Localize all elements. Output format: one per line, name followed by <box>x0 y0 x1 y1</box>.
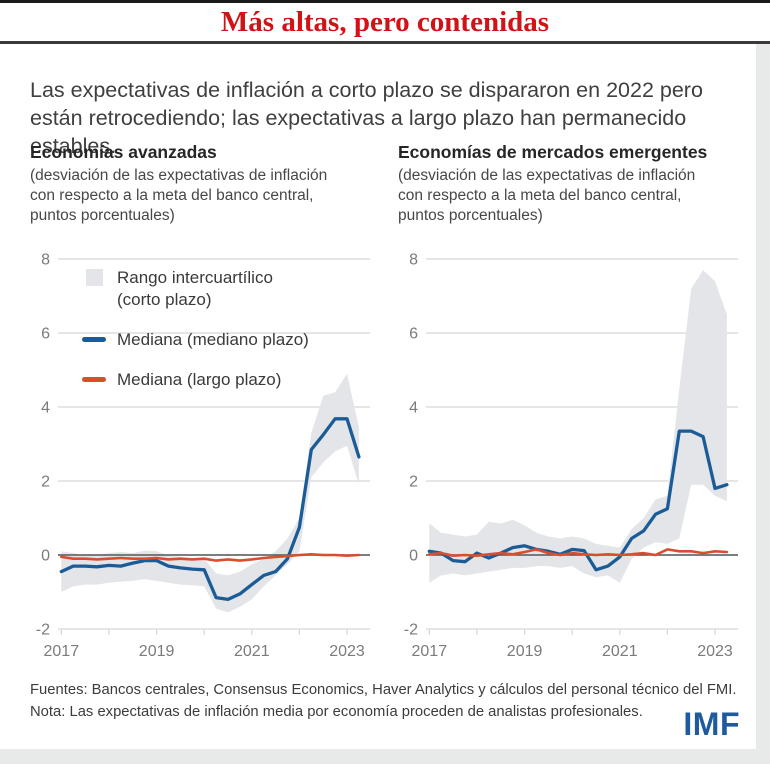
legend-label-median-long: Mediana (largo plazo) <box>117 370 282 390</box>
line-chart-emerging: -2 0 2 4 6 8 2017 2019 2021 2023 <box>404 252 738 659</box>
y-tick-label: 0 <box>41 548 50 565</box>
y-tick-label: 4 <box>41 400 50 417</box>
panel-subtitle-emerging: (desviación de las expectativas de infla… <box>398 167 696 224</box>
iqr-band <box>429 270 727 584</box>
header-divider-rule <box>0 41 770 44</box>
right-gray-margin <box>756 44 770 764</box>
panel-emerging-markets: Economías de mercados emergentes (desvia… <box>398 142 738 659</box>
y-tick-label: 8 <box>409 252 418 269</box>
x-tick-label: 2019 <box>139 643 175 659</box>
legend-label-iqr: Rango intercuartílico (corto plazo) <box>117 268 273 309</box>
iqr-band <box>61 374 359 613</box>
panel-title-emerging: Economías de mercados emergentes <box>398 142 708 162</box>
y-tick-label: 6 <box>41 326 50 343</box>
legend-item-iqr: Rango intercuartílico (corto plazo) <box>82 267 309 310</box>
imf-logo: IMF <box>683 706 740 742</box>
x-tick-label: 2021 <box>234 643 270 659</box>
median-medium-swatch <box>82 337 106 343</box>
y-tick-label: 4 <box>409 400 418 417</box>
y-tick-label: 2 <box>409 474 418 491</box>
legend-label-median-medium: Mediana (mediano plazo) <box>117 329 309 349</box>
source-line: Fuentes: Bancos centrales, Consensus Eco… <box>30 682 737 698</box>
legend-item-median-long: Mediana (largo plazo) <box>82 369 309 390</box>
chart-intro-text: Las expectativas de inflación a corto pl… <box>30 77 703 159</box>
panel-title-advanced: Economías avanzadas <box>30 142 217 162</box>
median-long-line <box>60 553 361 563</box>
x-tick-label: 2019 <box>507 643 543 659</box>
y-tick-label: 8 <box>41 252 50 269</box>
note-line: Nota: Las expectativas de inflación medi… <box>30 704 643 721</box>
median-medium-line <box>427 429 729 572</box>
panel-advanced-economies: Economías avanzadas (desviación de las e… <box>30 142 370 659</box>
x-tick-label: 2021 <box>602 643 638 659</box>
chart-emerging-markets: -2 0 2 4 6 8 2017 2019 2021 2023 <box>398 235 738 659</box>
page-title: Más altas, pero contenidas <box>220 6 550 38</box>
y-tick-label: -2 <box>36 622 50 639</box>
legend-item-median-medium: Mediana (mediano plazo) <box>82 329 309 350</box>
median-long-line <box>428 548 729 558</box>
x-tick-label: 2017 <box>412 643 448 659</box>
x-tick-label: 2017 <box>44 643 80 659</box>
x-tick-label: 2023 <box>329 643 365 659</box>
median-medium-line <box>59 417 361 602</box>
y-tick-label: 2 <box>41 474 50 491</box>
footer-notes: Fuentes: Bancos centrales, Consensus Eco… <box>30 679 765 723</box>
line-chart-advanced: -2 0 2 4 6 8 2017 2019 2021 2023 <box>36 252 370 659</box>
bottom-gray-margin <box>0 749 770 764</box>
panel-subtitle-advanced: (desviación de las expectativas de infla… <box>30 167 328 224</box>
y-tick-label: 0 <box>409 548 418 565</box>
top-border-rule <box>0 0 770 3</box>
y-tick-label: -2 <box>404 622 418 639</box>
y-tick-label: 6 <box>409 326 418 343</box>
iqr-band-swatch <box>85 269 103 287</box>
x-tick-label: 2023 <box>697 643 733 659</box>
chart-advanced-economies: -2 0 2 4 6 8 2017 2019 2021 2023 Rango intercuart… <box>30 235 370 659</box>
median-long-swatch <box>82 377 106 383</box>
chart-legend: Rango intercuartílico (corto plazo) Medi… <box>82 267 309 390</box>
